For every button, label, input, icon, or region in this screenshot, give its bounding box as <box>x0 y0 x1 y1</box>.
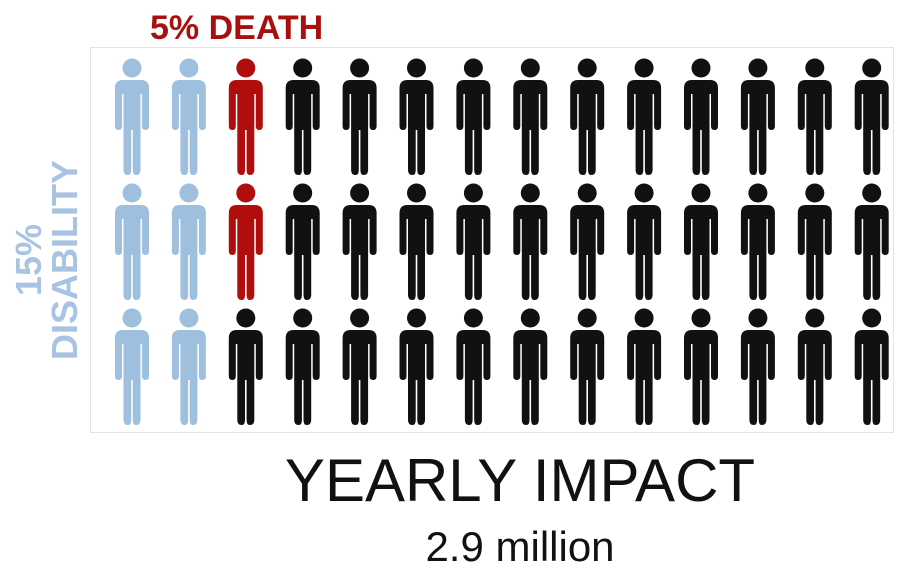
person-icon-other <box>399 183 434 300</box>
person-icon-disability <box>115 183 149 300</box>
person-icon-other <box>854 58 889 175</box>
person-icon-disability <box>171 58 206 175</box>
person-icon-other <box>684 308 718 425</box>
impact-value: 2.9 million <box>425 523 615 570</box>
person-icon-other <box>740 58 775 175</box>
person-icon-other <box>627 183 662 300</box>
person-icon-other <box>627 308 662 425</box>
person-icon-other <box>456 308 491 425</box>
person-icon-other <box>228 308 263 425</box>
person-icon-other <box>570 58 605 175</box>
person-icon-other <box>285 183 320 300</box>
person-icon-other <box>684 58 718 175</box>
person-icon-other <box>740 183 775 300</box>
impact-title: YEARLY IMPACT <box>284 447 756 514</box>
person-icon-other <box>513 308 548 425</box>
death-percentage-label: 5% DEATH <box>150 9 324 47</box>
person-icon-disability <box>115 58 149 175</box>
person-icon-other <box>627 58 662 175</box>
person-icon-other <box>456 58 491 175</box>
person-icon-death <box>228 58 263 175</box>
person-icon-other <box>740 308 775 425</box>
person-icon-other <box>513 58 548 175</box>
person-icon-other <box>285 308 320 425</box>
person-icon-disability <box>115 308 149 425</box>
person-icon-other <box>570 308 605 425</box>
person-icon-other <box>797 308 832 425</box>
person-icon-other <box>797 58 832 175</box>
person-icon-disability <box>171 183 206 300</box>
person-icon-other <box>285 58 320 175</box>
person-icon-other <box>342 58 377 175</box>
person-icon-other <box>854 308 889 425</box>
person-icon-other <box>399 308 434 425</box>
person-icon-other <box>456 183 491 300</box>
person-icon-other <box>797 183 832 300</box>
person-icon-other <box>854 183 889 300</box>
person-icon-other <box>342 308 377 425</box>
person-icon-other <box>684 183 718 300</box>
person-icon-death <box>228 183 263 300</box>
people-grid-frame <box>90 47 894 433</box>
person-icon-other <box>399 58 434 175</box>
person-icon-other <box>513 183 548 300</box>
person-icon-other <box>570 183 605 300</box>
person-icon-other <box>342 183 377 300</box>
person-icon-disability <box>171 308 206 425</box>
